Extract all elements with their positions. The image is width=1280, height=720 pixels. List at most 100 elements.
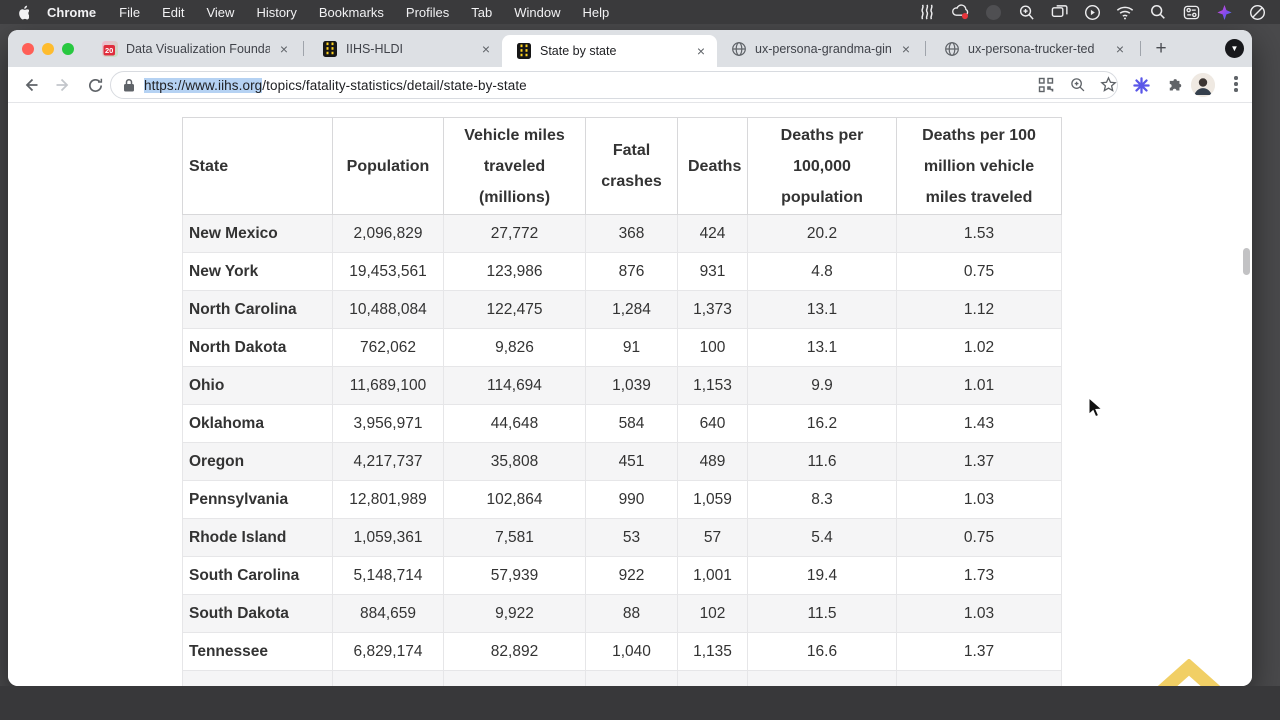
table-row: New York 19,453,561 123,986 876 931 4.8 0.75: [182, 252, 1062, 291]
header-deaths-per-100k: Deaths per 100,000 population: [747, 117, 897, 215]
state-cell: Oregon: [182, 442, 333, 481]
value-cell: [443, 670, 586, 686]
asterisk-extension-icon[interactable]: [1132, 76, 1150, 94]
menu-tab[interactable]: Tab: [471, 4, 493, 20]
control-center-icon[interactable]: [1182, 3, 1200, 21]
address-bar[interactable]: https://www.iihs.org/topics/fatality-sta…: [110, 71, 1118, 99]
url-selected-text: https://www.iihs.org: [144, 77, 263, 93]
value-cell: 0.75: [896, 252, 1062, 291]
value-cell: 16.6: [747, 632, 897, 671]
reload-button[interactable]: [81, 71, 109, 99]
table-row: Tennessee 6,829,174 82,892 1,040 1,135 16.6 1.…: [182, 632, 1062, 671]
menu-profiles[interactable]: Profiles: [405, 4, 450, 20]
value-cell: 19.4: [747, 556, 897, 595]
focus-mode-icon[interactable]: [1248, 3, 1266, 21]
forward-button[interactable]: [49, 71, 77, 99]
tab-state-by-state-active[interactable]: State by state ×: [502, 35, 717, 67]
displays-icon[interactable]: [1050, 3, 1068, 21]
value-cell: 1.03: [896, 594, 1062, 633]
menu-history[interactable]: History: [256, 4, 297, 20]
header-state: State: [182, 117, 333, 215]
value-cell: 1,373: [677, 290, 748, 329]
menu-file[interactable]: File: [119, 4, 141, 20]
value-cell: 489: [677, 442, 748, 481]
table-header-row: State Population Vehicle miles traveled …: [182, 117, 1062, 215]
value-cell: 4.8: [747, 252, 897, 291]
zoom-lens-icon[interactable]: [1017, 3, 1035, 21]
value-cell: 9,922: [443, 594, 586, 633]
value-cell: 102: [677, 594, 748, 633]
tab-divider: [303, 41, 304, 56]
value-cell: [585, 670, 678, 686]
header-deaths-per-100m-vmt: Deaths per 100 million vehicle miles tra…: [896, 117, 1062, 215]
menu-edit[interactable]: Edit: [162, 4, 185, 20]
value-cell: 1.02: [896, 328, 1062, 367]
tab-title: IIHS-HLDI: [346, 41, 403, 56]
tab-search-menu-button[interactable]: ▼: [1225, 39, 1244, 58]
wifi-icon[interactable]: [1116, 3, 1134, 21]
value-cell: 11.5: [747, 594, 897, 633]
fatality-statistics-table: State Population Vehicle miles traveled …: [182, 117, 1062, 686]
spotlight-search-icon[interactable]: [1149, 3, 1167, 21]
scrollbar-thumb[interactable]: [1243, 248, 1250, 275]
tab-close-icon[interactable]: ×: [279, 40, 289, 57]
value-cell: 640: [677, 404, 748, 443]
bookmark-star-icon[interactable]: [1099, 75, 1117, 93]
back-button[interactable]: [17, 71, 45, 99]
mouse-cursor: [1088, 397, 1103, 418]
tab-ux-persona-trucker[interactable]: ux-persona-trucker-ted ×: [930, 30, 1136, 67]
table-row: Oregon 4,217,737 35,808 451 489 11.6 1.37: [182, 442, 1062, 481]
tab-ux-persona-grandma[interactable]: ux-persona-grandma-gin ×: [717, 30, 922, 67]
profile-avatar[interactable]: [1191, 73, 1215, 97]
tab-data-visualization[interactable]: 20 Data Visualization Founda ×: [88, 30, 300, 67]
menu-chrome[interactable]: Chrome: [47, 4, 97, 20]
value-cell: 6,829,174: [332, 632, 444, 671]
zoom-in-page-icon[interactable]: [1069, 76, 1087, 94]
menu-bookmarks[interactable]: Bookmarks: [318, 4, 384, 20]
dimmed-app-icon[interactable]: [984, 3, 1002, 21]
menu-help[interactable]: Help: [582, 4, 610, 20]
close-window-button[interactable]: [22, 43, 34, 55]
state-cell: Tennessee: [182, 632, 333, 671]
value-cell: 114,694: [443, 366, 586, 405]
extensions-puzzle-icon[interactable]: [1164, 76, 1182, 94]
waves-icon[interactable]: [918, 3, 936, 21]
zoom-window-button[interactable]: [62, 43, 74, 55]
value-cell: 20.2: [747, 214, 897, 253]
new-tab-button[interactable]: +: [1155, 38, 1167, 59]
header-population: Population: [332, 117, 444, 215]
table-row: South Carolina 5,148,714 57,939 922 1,001 19.…: [182, 556, 1062, 595]
tab-title: ux-persona-trucker-ted: [968, 41, 1095, 56]
url-text: https://www.iihs.org/topics/fatality-sta…: [144, 77, 527, 93]
value-cell: 884,659: [332, 594, 444, 633]
creative-cloud-icon[interactable]: [951, 3, 969, 21]
value-cell: [747, 670, 897, 686]
state-cell: Pennsylvania: [182, 480, 333, 519]
value-cell: 11,689,100: [332, 366, 444, 405]
header-deaths: Deaths: [677, 117, 748, 215]
value-cell: [677, 670, 748, 686]
tab-divider: [925, 41, 926, 56]
apple-menu-icon[interactable]: [16, 5, 29, 20]
sparkle-icon[interactable]: [1215, 3, 1233, 21]
qr-code-icon[interactable]: [1037, 76, 1055, 94]
value-cell: 1,059,361: [332, 518, 444, 557]
play-circle-icon[interactable]: [1083, 3, 1101, 21]
value-cell: [896, 670, 1062, 686]
browser-menu-icon[interactable]: [1234, 76, 1238, 92]
scroll-to-top-icon[interactable]: [1156, 659, 1222, 686]
minimize-window-button[interactable]: [42, 43, 54, 55]
tab-close-icon[interactable]: ×: [1115, 40, 1125, 57]
value-cell: 3,956,971: [332, 404, 444, 443]
tab-close-icon[interactable]: ×: [901, 40, 911, 57]
tab-iihs-hldi[interactable]: IIHS-HLDI ×: [308, 30, 502, 67]
value-cell: 1.12: [896, 290, 1062, 329]
value-cell: 1,040: [585, 632, 678, 671]
url-rest-text: /topics/fatality-statistics/detail/state…: [262, 77, 527, 93]
tab-close-icon[interactable]: ×: [481, 40, 491, 57]
iihs-road-icon: [517, 43, 531, 59]
value-cell: 451: [585, 442, 678, 481]
tab-close-icon[interactable]: ×: [696, 43, 706, 59]
menu-window[interactable]: Window: [514, 4, 561, 20]
menu-view[interactable]: View: [206, 4, 235, 20]
